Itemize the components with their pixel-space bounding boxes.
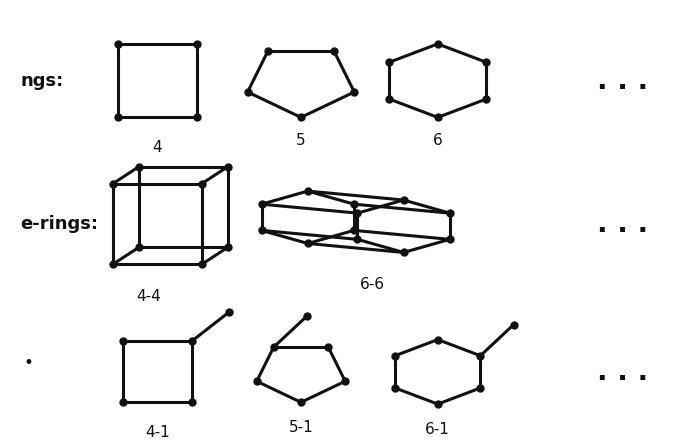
Text: 5: 5 [296, 133, 306, 148]
Text: 5-1: 5-1 [289, 420, 313, 435]
Text: 6-1: 6-1 [425, 422, 450, 437]
Text: 4-4: 4-4 [136, 289, 161, 304]
Text: 6-6: 6-6 [360, 277, 385, 292]
Text: . . .: . . . [597, 67, 648, 95]
Text: 6: 6 [433, 133, 443, 148]
Text: 4-1: 4-1 [145, 425, 170, 439]
Text: e-rings:: e-rings: [21, 215, 98, 233]
Text: •: • [24, 354, 34, 372]
Text: . . .: . . . [597, 358, 648, 386]
Text: 4: 4 [153, 140, 162, 155]
Text: . . .: . . . [597, 210, 648, 238]
Text: ngs:: ngs: [21, 72, 64, 90]
